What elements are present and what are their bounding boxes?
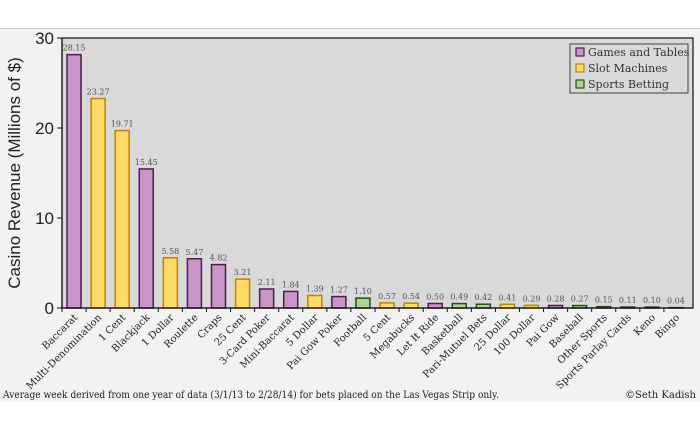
bar <box>282 290 299 309</box>
data-label: 0.27 <box>571 295 589 304</box>
y-tick-label: 10 <box>35 209 54 228</box>
bar <box>331 295 347 309</box>
legend-label: Sports Betting <box>588 78 669 91</box>
legend-swatch <box>575 47 585 57</box>
y-tick-label: 30 <box>35 29 54 48</box>
bar <box>427 302 443 309</box>
y-axis-label: Casino Revenue (Millions of $) <box>5 57 24 289</box>
data-label: 0.15 <box>595 296 613 305</box>
bar <box>90 97 106 309</box>
data-label: 0.42 <box>474 293 492 302</box>
data-label: 0.54 <box>402 292 420 301</box>
data-label: 0.50 <box>426 293 444 302</box>
bar <box>234 278 251 309</box>
data-label: 28.15 <box>63 44 86 53</box>
data-label: 2.11 <box>258 278 276 287</box>
legend-label: Slot Machines <box>588 62 668 75</box>
data-label: 0.11 <box>619 296 637 305</box>
footnote: Average week derived from one year of da… <box>2 390 499 401</box>
data-label: 0.49 <box>450 293 468 302</box>
bar <box>258 288 275 309</box>
data-label: 0.04 <box>667 297 685 306</box>
data-label: 4.82 <box>210 254 228 263</box>
bar <box>138 168 155 309</box>
data-label: 5.47 <box>186 248 204 257</box>
bar <box>451 302 468 309</box>
bar <box>162 257 179 309</box>
data-label: 1.39 <box>306 284 324 293</box>
credit: ©Seth Kadish <box>625 390 697 401</box>
y-tick-label: 0 <box>45 299 54 318</box>
bar <box>186 258 203 309</box>
bar <box>379 302 395 309</box>
bar <box>403 302 419 309</box>
data-label: 0.29 <box>523 294 541 303</box>
legend: Games and Tables Slot Machines Sports Bett… <box>569 43 690 94</box>
legend-box <box>569 43 689 94</box>
data-label: 5.58 <box>161 247 179 256</box>
legend-swatch <box>575 63 585 73</box>
bar <box>210 263 227 309</box>
data-label: 3.21 <box>234 268 252 277</box>
y-tick-label: 20 <box>35 119 54 138</box>
legend-swatch <box>575 79 585 89</box>
data-label: 1.10 <box>354 287 372 296</box>
data-label: 19.71 <box>111 120 134 129</box>
data-label: 0.57 <box>378 292 396 301</box>
data-label: 23.27 <box>87 88 110 97</box>
data-label: 1.27 <box>330 286 348 295</box>
data-label: 15.45 <box>135 158 158 167</box>
x-tick-label: Bingo <box>654 312 683 341</box>
bar <box>307 294 323 309</box>
bar <box>114 129 130 309</box>
bar <box>355 297 371 309</box>
bar <box>66 53 82 309</box>
legend-label: Games and Tables <box>588 46 690 59</box>
data-label: 0.41 <box>499 293 517 302</box>
data-label: 0.10 <box>643 296 661 305</box>
top-band <box>0 0 700 29</box>
data-label: 0.28 <box>547 294 565 303</box>
data-label: 1.84 <box>282 280 300 289</box>
